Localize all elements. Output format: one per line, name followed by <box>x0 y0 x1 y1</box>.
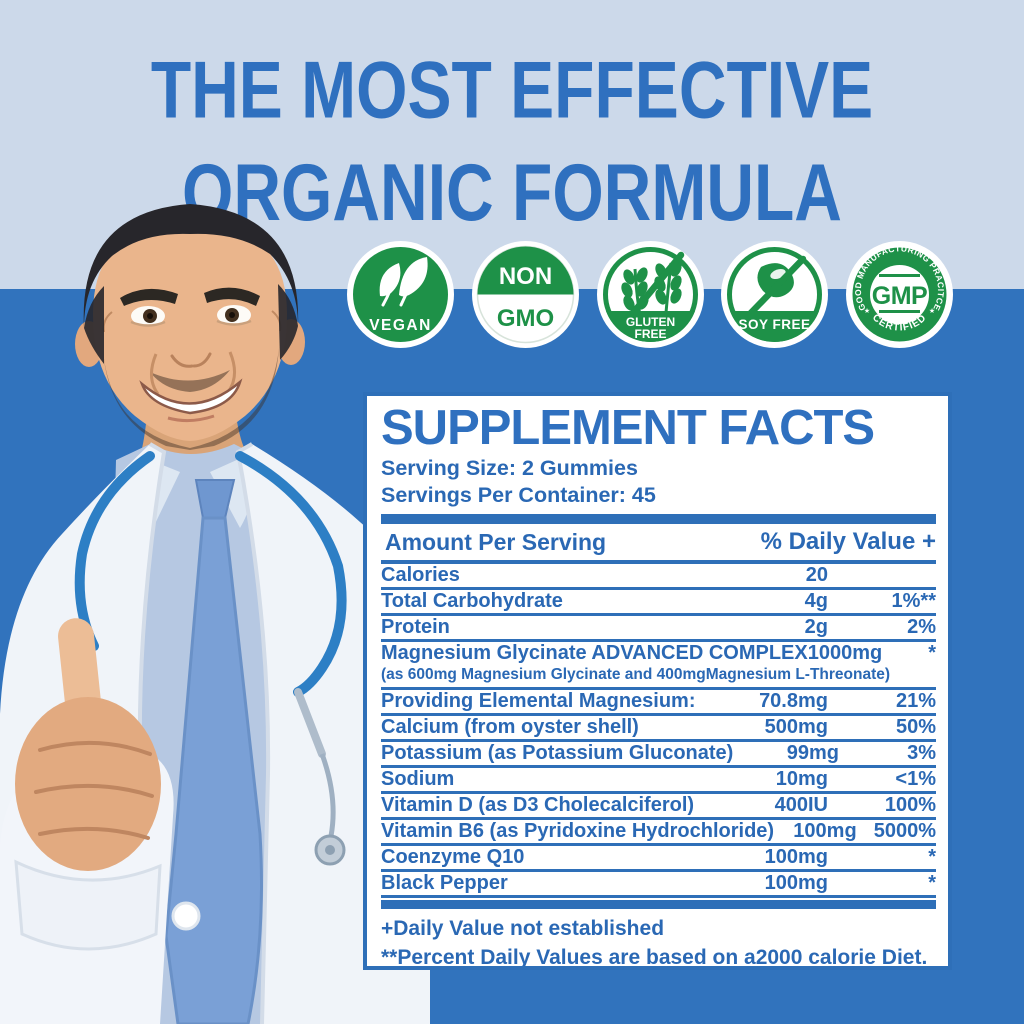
table-row: Vitamin D (as D3 Cholecalciferol) 400IU … <box>381 794 936 820</box>
nutrient-amount: 70.8mg <box>759 690 828 712</box>
nutrient-name: Vitamin B6 (as Pyridoxine Hydrochloride) <box>381 820 775 842</box>
table-row: Sodium 10mg <1% <box>381 768 936 794</box>
nutrient-amount: 4g <box>804 590 828 612</box>
nutrient-amount: 400IU <box>774 794 828 816</box>
badge-gmp-center: GMP <box>872 282 927 310</box>
table-row: Coenzyme Q10 100mg * <box>381 846 936 872</box>
nutrient-daily-value: 3% <box>907 742 936 764</box>
soybean-slash-icon <box>742 255 807 323</box>
nutrient-amount: 20 <box>805 564 828 586</box>
table-row: Potassium (as Potassium Gluconate) 99mg … <box>381 742 936 768</box>
badge-gluten-free: GLUTEN FREE <box>596 241 704 348</box>
table-row: Protein 2g 2% <box>381 616 936 642</box>
nutrient-daily-value: * <box>928 872 936 894</box>
nutrient-daily-value: 1%** <box>891 590 936 612</box>
nutrient-daily-value: <1% <box>895 768 936 790</box>
headline: THE MOST EFFECTIVE ORGANIC FORMULA <box>0 38 1024 243</box>
nutrient-amount: 500mg <box>764 716 828 738</box>
nutrient-daily-value: 21% <box>895 690 936 712</box>
nutrient-name: Black Pepper <box>381 872 508 894</box>
serving-size: Serving Size: 2 Gummies <box>381 456 638 480</box>
table-row: Providing Elemental Magnesium: 70.8mg 21… <box>381 690 936 716</box>
table-row: Total Carbohydrate 4g 1%** <box>381 590 936 616</box>
nutrient-daily-value: * <box>928 846 936 868</box>
nutrient-name: Potassium (as Potassium Gluconate) <box>381 742 734 764</box>
nutrient-note: (as 600mg Magnesium Glycinate and 400mgM… <box>381 666 891 683</box>
headline-line1: THE MOST EFFECTIVE <box>150 44 874 135</box>
badge-vegan-label: VEGAN <box>369 317 432 334</box>
nutrient-name: Calories <box>381 564 460 586</box>
table-row: Vitamin B6 (as Pyridoxine Hydrochloride)… <box>381 820 936 846</box>
supplement-facts-panel: SUPPLEMENT FACTS Serving Size: 2 Gummies… <box>363 392 952 970</box>
nutrient-amount: 2g <box>804 616 828 638</box>
table-header: Amount Per Serving % Daily Value + <box>381 524 936 560</box>
daily-value-header: % Daily Value + <box>760 528 936 555</box>
table-row: Calcium (from oyster shell) 500mg 50% <box>381 716 936 742</box>
badge-gmp: GOOD MANUFACTURING PRACITCE CERTIFIED ★ … <box>846 241 953 348</box>
badge-non-gmo-top: NON <box>499 263 552 290</box>
nutrient-name: Protein <box>381 616 450 638</box>
nutrient-amount: 100mg <box>764 872 828 894</box>
nutrient-name: Total Carbohydrate <box>381 590 563 612</box>
nutrient-amount: 100mg <box>764 846 828 868</box>
nutrient-name: Coenzyme Q10 <box>381 846 525 868</box>
badge-soy-free: SOY FREE <box>721 241 829 348</box>
divider-thick-top <box>381 514 936 524</box>
nutrient-name: Magnesium Glycinate ADVANCED COMPLEX <box>381 642 808 664</box>
divider-thick-bottom <box>381 900 936 909</box>
certification-badges: VEGAN NON GMO <box>347 241 953 349</box>
nutrient-name: Providing Elemental Magnesium: <box>381 690 696 712</box>
nutrient-daily-value: * <box>928 642 936 664</box>
badge-non-gmo-bottom: GMO <box>497 305 554 332</box>
footnotes: +Daily Value not established **Percent D… <box>381 914 936 969</box>
panel-title: SUPPLEMENT FACTS <box>381 401 875 455</box>
table-row: Calories 20 <box>381 564 936 590</box>
facts-rows: Calories 20 Total Carbohydrate 4g 1%** P… <box>381 564 936 898</box>
servings-per-container: Servings Per Container: 45 <box>381 483 656 507</box>
footnote-daily-value: +Daily Value not established <box>381 917 665 940</box>
header-divider <box>381 560 936 564</box>
nutrient-amount: 10mg <box>775 768 828 790</box>
headline-line2: ORGANIC FORMULA <box>182 146 842 237</box>
nutrient-amount: 1000mg <box>807 642 883 664</box>
leaves-icon <box>379 257 428 307</box>
nutrient-name: Sodium <box>381 768 455 790</box>
table-row: Magnesium Glycinate ADVANCED COMPLEX 100… <box>381 642 936 690</box>
badge-soy-free-label: SOY FREE <box>739 317 811 332</box>
nutrient-daily-value: 2% <box>907 616 936 638</box>
nutrient-daily-value: 50% <box>895 716 936 738</box>
footnote-percent: **Percent Daily Values are based on a200… <box>381 946 928 969</box>
badge-non-gmo: NON GMO <box>471 241 579 348</box>
nutrient-daily-value: 100% <box>884 794 936 816</box>
nutrient-name: Vitamin D (as D3 Cholecalciferol) <box>381 794 695 816</box>
badge-gluten-line1: GLUTEN <box>625 315 674 329</box>
badge-gmp-star-right: ★ <box>929 307 935 315</box>
badge-vegan: VEGAN <box>347 241 454 348</box>
table-row: Black Pepper 100mg * <box>381 872 936 898</box>
nutrient-daily-value: 5000% <box>873 820 936 842</box>
amount-per-serving-header: Amount Per Serving <box>385 528 607 555</box>
badge-gluten-line2: FREE <box>634 327 666 341</box>
nutrient-amount: 100mg <box>793 820 857 842</box>
badge-gmp-star-left: ★ <box>864 307 870 315</box>
nutrient-amount: 99mg <box>786 742 839 764</box>
nutrient-name: Calcium (from oyster shell) <box>381 716 639 738</box>
